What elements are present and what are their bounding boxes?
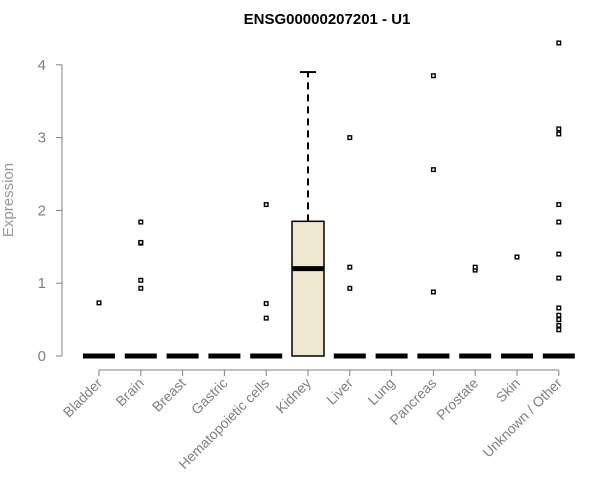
outlier-point — [556, 126, 562, 132]
outlier-point — [138, 277, 144, 283]
x-tick-label: Brain — [112, 375, 146, 409]
outlier-point — [514, 254, 520, 260]
outlier-point — [138, 285, 144, 291]
x-tick-label: Skin — [493, 375, 524, 406]
box-kidney — [291, 71, 325, 357]
y-axis: 0 1 2 3 4 — [38, 57, 63, 365]
outlier-point — [347, 135, 353, 141]
outlier-point — [556, 219, 562, 225]
x-tick-label: Liver — [323, 375, 356, 408]
outlier-point — [430, 73, 436, 79]
box-prostate — [459, 264, 492, 359]
outlier-point — [556, 202, 562, 208]
y-tick-label: 4 — [38, 57, 46, 74]
outlier-point — [556, 40, 562, 46]
outlier-point — [263, 315, 269, 321]
y-axis-label: Expression — [0, 163, 17, 237]
outlier-point — [347, 264, 353, 270]
x-tick-label: Unknown / Other — [479, 375, 565, 461]
box-brain — [124, 219, 157, 359]
x-tick-label: Lung — [364, 375, 397, 408]
box-pancreas — [417, 73, 450, 359]
chart-title: ENSG00000207201 - U1 — [244, 11, 411, 28]
x-tick-label: Kidney — [273, 375, 315, 417]
outlier-point — [472, 264, 478, 270]
outlier-point — [430, 289, 436, 295]
outlier-point — [138, 219, 144, 225]
outlier-point — [556, 305, 562, 311]
outlier-point — [96, 300, 102, 306]
outlier-point — [556, 251, 562, 257]
box-liver — [333, 135, 366, 359]
outlier-point — [138, 239, 144, 245]
outlier-point — [347, 285, 353, 291]
box-unknown-other — [542, 40, 575, 359]
x-tick-label: Prostate — [433, 375, 481, 423]
outlier-point — [556, 327, 562, 333]
outlier-point — [556, 275, 562, 281]
outlier-point — [430, 167, 436, 173]
outlier-point — [556, 312, 562, 318]
box-bladder — [83, 300, 115, 359]
y-tick-label: 3 — [38, 130, 46, 147]
box-skin — [501, 254, 533, 359]
outlier-point — [556, 317, 562, 323]
y-tick-label: 2 — [38, 202, 46, 219]
outlier-point — [556, 322, 562, 328]
plot-area — [83, 40, 575, 359]
y-tick-label: 0 — [38, 348, 46, 365]
box-hematopoietic-cells — [250, 202, 283, 359]
x-tick-label: Breast — [149, 375, 189, 415]
y-tick-label: 1 — [38, 275, 46, 292]
x-tick-label: Bladder — [60, 375, 106, 421]
outlier-point — [263, 301, 269, 307]
outlier-point — [556, 131, 562, 137]
box-iqr — [291, 220, 325, 357]
outlier-point — [263, 202, 269, 208]
